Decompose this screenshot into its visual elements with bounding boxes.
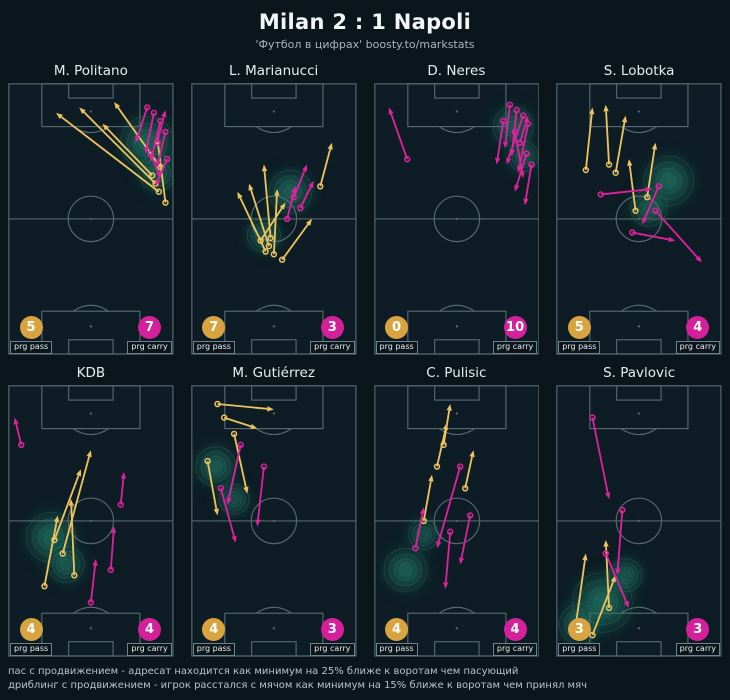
prg-carry-label: prg carry xyxy=(492,341,538,354)
pitch-wrap: 7 prg pass 3 prg carry xyxy=(190,83,357,355)
player-name: M. Politano xyxy=(53,63,128,79)
header: Milan 2 : 1 Napoli 'Футбол в цифрах' boo… xyxy=(0,0,730,51)
pitch-wrap: 4 prg pass 4 prg carry xyxy=(373,384,540,657)
prg-carry-label: prg carry xyxy=(310,341,355,354)
player-name: M. Gutiérrez xyxy=(232,364,315,381)
prg-carry-badge: 4 prg carry xyxy=(127,617,172,656)
prg-pass-label: prg pass xyxy=(192,642,235,656)
pitch-wrap: 0 prg pass 10 prg carry xyxy=(373,83,540,355)
prg-carry-label: prg carry xyxy=(127,642,172,656)
prg-pass-count: 5 xyxy=(567,316,591,340)
footer-line-pass: пас с продвижением - адресат находится к… xyxy=(8,665,519,677)
prg-pass-count: 4 xyxy=(385,617,409,641)
prg-pass-badge: 4 prg pass xyxy=(375,617,418,656)
player-panel: C. Pulisic 4 prg pass 4 prg carry xyxy=(373,359,540,657)
prg-carry-badge: 3 prg carry xyxy=(310,617,355,656)
player-panel: KDB 4 prg pass 4 prg carry xyxy=(8,359,174,657)
prg-carry-label: prg carry xyxy=(675,341,720,354)
prg-carry-badge: 3 prg carry xyxy=(310,316,355,354)
prg-pass-badge: 5 prg pass xyxy=(10,316,53,354)
pitch-map xyxy=(556,83,722,355)
player-panel: S. Pavlovic 3 prg pass 3 prg carry xyxy=(556,359,722,657)
prg-carry-badge: 3 prg carry xyxy=(675,617,720,656)
pitch-map xyxy=(373,83,540,355)
prg-pass-label: prg pass xyxy=(558,642,601,656)
prg-carry-label: prg carry xyxy=(675,642,720,656)
prg-carry-count: 3 xyxy=(320,316,344,340)
prg-pass-label: prg pass xyxy=(375,642,418,656)
prg-pass-count: 5 xyxy=(19,316,43,340)
player-panel: S. Lobotka 5 prg pass 4 prg carry xyxy=(556,57,722,355)
pitch-map xyxy=(190,83,357,355)
player-panel: D. Neres 0 prg pass 10 prg carry xyxy=(373,57,540,355)
pitch-map xyxy=(190,384,357,657)
prg-pass-label: prg pass xyxy=(558,341,601,354)
prg-pass-label: prg pass xyxy=(192,341,235,354)
pitch-wrap: 4 prg pass 4 prg carry xyxy=(8,384,174,657)
player-panel: L. Marianucci 7 prg pass 3 prg carry xyxy=(190,57,357,355)
prg-pass-count: 7 xyxy=(202,316,226,340)
pitch-map xyxy=(556,384,722,657)
player-name: C. Pulisic xyxy=(426,364,487,381)
prg-pass-badge: 7 prg pass xyxy=(192,316,235,354)
pitch-wrap: 5 prg pass 4 prg carry xyxy=(556,83,722,355)
pitch-wrap: 4 prg pass 3 prg carry xyxy=(190,384,357,657)
pitch-map xyxy=(373,384,540,657)
pitch-wrap: 3 prg pass 3 prg carry xyxy=(556,384,722,657)
player-name: L. Marianucci xyxy=(228,63,319,79)
prg-pass-label: prg pass xyxy=(10,341,53,354)
pitch-map xyxy=(8,384,174,657)
prg-pass-count: 4 xyxy=(202,617,226,641)
prg-carry-count: 4 xyxy=(503,617,527,641)
prg-pass-label: prg pass xyxy=(10,642,53,656)
prg-carry-count: 4 xyxy=(686,316,710,340)
match-title: Milan 2 : 1 Napoli xyxy=(258,10,472,34)
prg-carry-badge: 4 prg carry xyxy=(492,617,538,656)
prg-carry-count: 10 xyxy=(503,316,527,340)
prg-carry-count: 7 xyxy=(138,316,162,340)
prg-carry-badge: 7 prg carry xyxy=(127,316,172,354)
prg-pass-badge: 0 prg pass xyxy=(375,316,418,354)
footer-definitions: пас с продвижением - адресат находится к… xyxy=(0,657,730,693)
player-name: D. Neres xyxy=(427,63,486,79)
prg-pass-badge: 3 prg pass xyxy=(558,617,601,656)
player-panel: M. Gutiérrez 4 prg pass 3 prg carry xyxy=(190,359,357,657)
prg-carry-label: prg carry xyxy=(492,642,538,656)
prg-pass-label: prg pass xyxy=(375,341,418,354)
player-name: KDB xyxy=(76,364,106,381)
prg-pass-count: 0 xyxy=(385,316,409,340)
prg-pass-badge: 4 prg pass xyxy=(10,617,53,656)
prg-pass-badge: 4 prg pass xyxy=(192,617,235,656)
prg-pass-count: 4 xyxy=(19,617,43,641)
prg-carry-badge: 10 prg carry xyxy=(492,316,538,354)
player-name: S. Pavlovic xyxy=(603,364,676,381)
player-panels-grid: M. Politano 5 prg pass 7 prg carry L. Ma… xyxy=(0,51,730,657)
channel-subtitle: 'Футбол в цифрах' boosty.to/markstats xyxy=(255,38,475,51)
prg-pass-count: 3 xyxy=(567,617,591,641)
prg-carry-count: 4 xyxy=(138,617,162,641)
prg-carry-count: 3 xyxy=(686,617,710,641)
prg-carry-count: 3 xyxy=(320,617,344,641)
prg-carry-label: prg carry xyxy=(310,642,355,656)
prg-carry-label: prg carry xyxy=(127,341,172,354)
prg-carry-badge: 4 prg carry xyxy=(675,316,720,354)
pitch-wrap: 5 prg pass 7 prg carry xyxy=(8,83,174,355)
prg-pass-badge: 5 prg pass xyxy=(558,316,601,354)
player-panel: M. Politano 5 prg pass 7 prg carry xyxy=(8,57,174,355)
pitch-map xyxy=(8,83,174,355)
footer-line-carry: дриблинг с продвижением - игрок рассталс… xyxy=(8,679,587,691)
player-name: S. Lobotka xyxy=(603,63,675,79)
